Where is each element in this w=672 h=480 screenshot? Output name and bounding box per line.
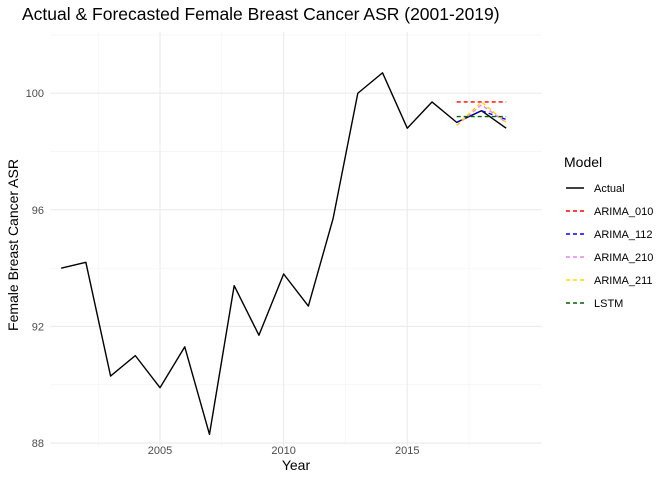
legend-label: ARIMA_211 — [594, 275, 653, 287]
legend-item: ARIMA_010 — [566, 206, 653, 218]
x-tick-label: 2015 — [395, 445, 419, 457]
legend: Model ActualARIMA_010ARIMA_112ARIMA_210A… — [564, 154, 653, 310]
legend-item: ARIMA_112 — [566, 229, 653, 241]
series-line-actual — [60, 72, 507, 436]
legend-title: Model — [564, 154, 602, 170]
x-axis-ticks: 2005 2010 2015 — [148, 445, 420, 457]
y-tick-label: 92 — [32, 321, 44, 333]
grid — [50, 32, 542, 446]
legend-item: ARIMA_211 — [566, 275, 653, 287]
legend-item: ARIMA_210 — [566, 252, 653, 264]
y-tick-label: 88 — [32, 438, 44, 450]
y-tick-label: 100 — [26, 88, 44, 100]
y-axis-title: Female Breast Cancer ASR — [5, 159, 21, 331]
legend-label: ARIMA_112 — [594, 229, 653, 241]
chart-title: Actual & Forecasted Female Breast Cancer… — [22, 4, 500, 24]
x-tick-label: 2005 — [148, 445, 172, 457]
legend-label: LSTM — [594, 298, 623, 310]
legend-items: Actual ARIMA_010 ARIMA_112 ARIMA_210 ARIMA_2… — [566, 183, 653, 310]
series-layer — [60, 72, 507, 436]
legend-label: ARIMA_210 — [594, 252, 653, 264]
legend-item: LSTM — [566, 298, 623, 310]
legend-label: Actual — [594, 183, 625, 195]
legend-item: Actual — [566, 183, 625, 195]
y-axis-ticks: 88 92 96 100 — [26, 88, 44, 450]
x-tick-label: 2010 — [271, 445, 295, 457]
x-axis-title: Year — [282, 457, 311, 473]
y-tick-label: 96 — [32, 205, 44, 217]
legend-label: ARIMA_010 — [594, 206, 653, 218]
series-line-arima-210 — [456, 104, 507, 126]
